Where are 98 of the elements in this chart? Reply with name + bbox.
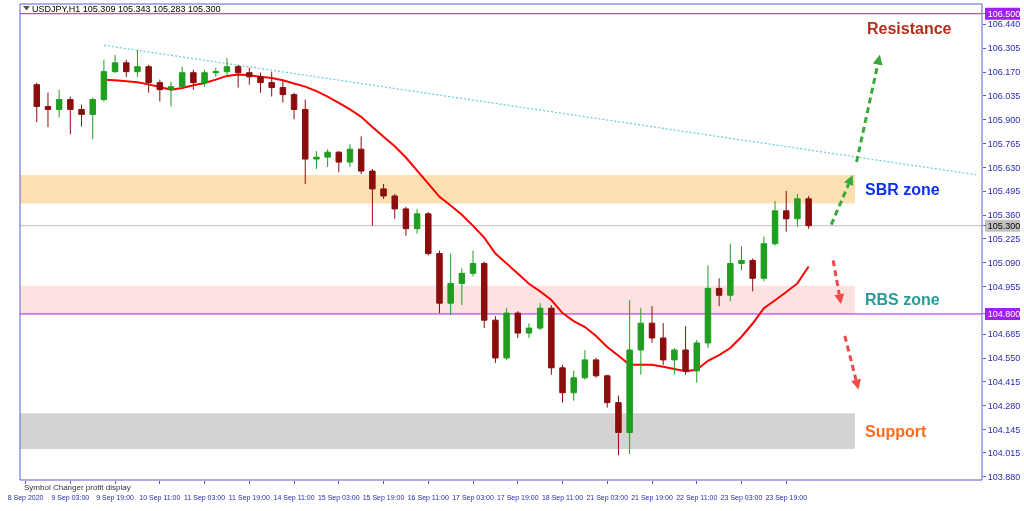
candlestick — [223, 57, 231, 76]
candlestick — [749, 258, 756, 292]
candlestick — [402, 206, 410, 237]
candlestick — [615, 395, 622, 456]
band-label: SBR zone — [865, 181, 940, 198]
candlestick — [760, 236, 768, 282]
candlestick — [89, 97, 96, 140]
candlestick — [492, 315, 499, 364]
candlestick — [268, 71, 275, 98]
candlestick — [559, 364, 566, 404]
candlestick — [682, 325, 689, 376]
candlestick — [458, 267, 466, 306]
candlestick — [145, 64, 152, 94]
y-tick-label: 105.765 — [987, 138, 1021, 149]
y-tick-label: 106.170 — [987, 67, 1021, 78]
candlestick — [536, 302, 544, 331]
y-tick-label: 104.550 — [987, 353, 1021, 364]
candlestick — [480, 261, 488, 329]
candlestick — [436, 250, 443, 314]
candlestick — [704, 264, 712, 349]
y-tick-label: 105.300 — [987, 220, 1021, 231]
candlestick — [738, 246, 745, 271]
y-tick-label: 106.035 — [987, 90, 1021, 101]
y-tick-label: 105.630 — [987, 162, 1021, 173]
candlestick — [570, 370, 577, 402]
candlestick — [313, 150, 320, 170]
candlestick — [525, 322, 533, 339]
y-tick-label: 106.500 — [987, 8, 1021, 19]
y-tick-label: 104.015 — [987, 447, 1021, 458]
y-tick-label: 104.955 — [987, 281, 1021, 292]
ref-line-label: Resistance — [867, 20, 952, 37]
y-tick-label: 105.360 — [987, 210, 1021, 221]
candlestick — [335, 150, 343, 173]
candlestick — [805, 195, 812, 230]
candlestick — [380, 183, 387, 200]
candlestick — [257, 72, 264, 94]
candlestick — [290, 92, 298, 120]
candlestick — [246, 67, 253, 86]
candlestick — [201, 69, 208, 88]
candlestick — [167, 81, 175, 107]
candlestick — [581, 349, 589, 381]
candlestick — [156, 79, 164, 102]
chart-title: USDJPY,H1 105.309 105.343 105.283 105.300 — [32, 4, 221, 15]
y-tick-label: 106.440 — [987, 19, 1021, 30]
candlestick — [548, 304, 555, 376]
candlestick — [212, 67, 219, 78]
candlestick — [447, 253, 454, 316]
y-tick-label: 104.800 — [987, 309, 1021, 320]
candlestick — [413, 208, 421, 235]
y-tick-label: 103.880 — [987, 471, 1021, 482]
band-label: RBS zone — [865, 291, 940, 308]
candlestick — [67, 96, 74, 135]
candlestick — [771, 200, 779, 247]
candlestick — [279, 79, 287, 104]
candlestick — [637, 307, 645, 376]
candlestick — [592, 357, 600, 379]
candlestick — [693, 339, 700, 384]
candlestick — [357, 135, 365, 175]
candlestick — [514, 310, 522, 339]
candlestick — [123, 59, 130, 78]
candlestick — [111, 54, 119, 74]
y-tick-label: 104.415 — [987, 377, 1021, 388]
band-label: Support — [865, 423, 927, 440]
candlestick — [178, 66, 186, 89]
candlestick — [346, 143, 354, 168]
candlestick — [794, 193, 801, 228]
y-tick-label: 104.145 — [987, 424, 1021, 435]
candlestick — [626, 299, 633, 455]
candlestick — [134, 49, 141, 78]
candlestick — [783, 190, 790, 233]
candlestick — [604, 374, 611, 409]
candlestick — [659, 322, 667, 366]
candlestick — [33, 82, 41, 123]
candlestick — [425, 211, 432, 257]
candlestick — [369, 168, 376, 227]
candlestick — [503, 307, 510, 361]
candlestick — [78, 104, 85, 127]
candlestick — [234, 64, 242, 89]
candlestick — [324, 148, 331, 168]
y-tick-label: 104.685 — [987, 329, 1021, 340]
candlestick — [648, 305, 656, 344]
candlestick — [44, 92, 52, 128]
candlestick — [100, 59, 108, 102]
candlestick — [55, 89, 63, 118]
candlestick — [190, 69, 197, 91]
candlestick — [302, 99, 309, 185]
y-tick-label: 105.225 — [987, 234, 1021, 245]
y-tick-label: 106.305 — [987, 43, 1021, 54]
candlestick — [469, 250, 477, 277]
candlestick — [715, 277, 723, 307]
candlestick — [671, 347, 678, 376]
y-tick-label: 105.900 — [987, 114, 1021, 125]
y-tick-label: 105.090 — [987, 257, 1021, 268]
y-tick-label: 104.280 — [987, 400, 1021, 411]
y-tick-label: 105.495 — [987, 186, 1021, 197]
text: Symbol Changer profit display — [24, 483, 131, 492]
candlestick — [391, 193, 398, 220]
candlestick — [727, 243, 734, 302]
